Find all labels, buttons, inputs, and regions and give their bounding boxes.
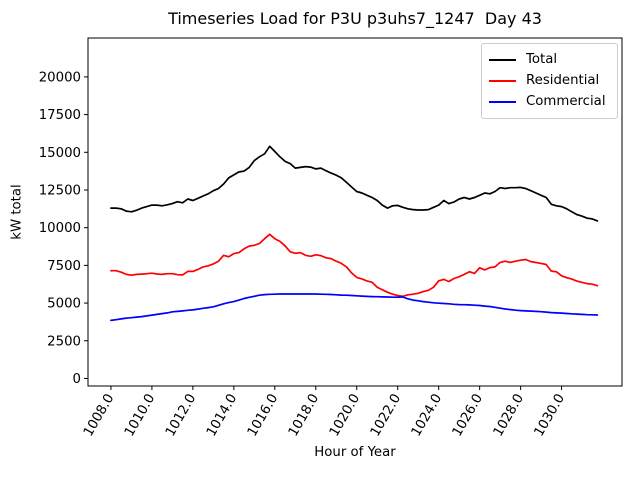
legend-line-total-icon [489, 58, 516, 61]
x-axis-ticks: 1008.0 1010.0 1012.0 1014.0 1016.0 1018.0 1020… [81, 386, 568, 439]
legend-item-total: Total [489, 49, 610, 70]
y-tick-label: 2500 [47, 334, 81, 349]
y-tick-label: 10000 [39, 221, 81, 236]
x-tick-label: 1020.0 [327, 392, 363, 440]
x-tick-label: 1012.0 [163, 392, 199, 440]
y-tick-label: 7500 [47, 259, 81, 274]
legend-label-commercial: Commercial [526, 94, 606, 109]
y-tick-label: 0 [73, 372, 81, 387]
x-tick-label: 1030.0 [532, 392, 568, 440]
series-line-total [110, 145, 599, 222]
legend-line-residential-icon [489, 79, 516, 82]
series-line-residential [110, 233, 599, 298]
x-tick-label: 1022.0 [368, 392, 404, 440]
y-tick-label: 17500 [39, 108, 81, 123]
y-axis-label: kW total [9, 184, 25, 240]
legend-label-residential: Residential [526, 73, 600, 88]
x-tick-label: 1018.0 [286, 392, 322, 440]
legend: Total Residential Commercial [481, 43, 618, 119]
chart-title: Timeseries Load for P3U p3uhs7_1247 Day … [168, 9, 542, 28]
x-tick-label: 1026.0 [450, 392, 486, 440]
legend-item-commercial: Commercial [489, 91, 610, 112]
axes-frame [87, 37, 623, 387]
x-tick-label: 1028.0 [491, 392, 527, 440]
legend-item-residential: Residential [489, 70, 610, 91]
x-tick-label: 1008.0 [81, 392, 117, 440]
legend-line-commercial-icon [489, 100, 516, 103]
legend-label-total: Total [526, 52, 558, 67]
y-tick-label: 20000 [39, 70, 81, 85]
x-tick-label: 1014.0 [204, 392, 240, 440]
y-tick-label: 15000 [39, 146, 81, 161]
x-tick-label: 1016.0 [245, 392, 281, 440]
x-axis-label: Hour of Year [314, 445, 396, 460]
x-tick-label: 1010.0 [122, 392, 158, 440]
y-tick-label: 5000 [47, 297, 81, 312]
x-tick-label: 1024.0 [409, 392, 445, 440]
y-axis-ticks: 0 2500 5000 7500 10000 12500 15000 17500 20000 [39, 70, 88, 387]
series-line-commercial [110, 293, 599, 322]
y-tick-label: 12500 [39, 183, 81, 198]
